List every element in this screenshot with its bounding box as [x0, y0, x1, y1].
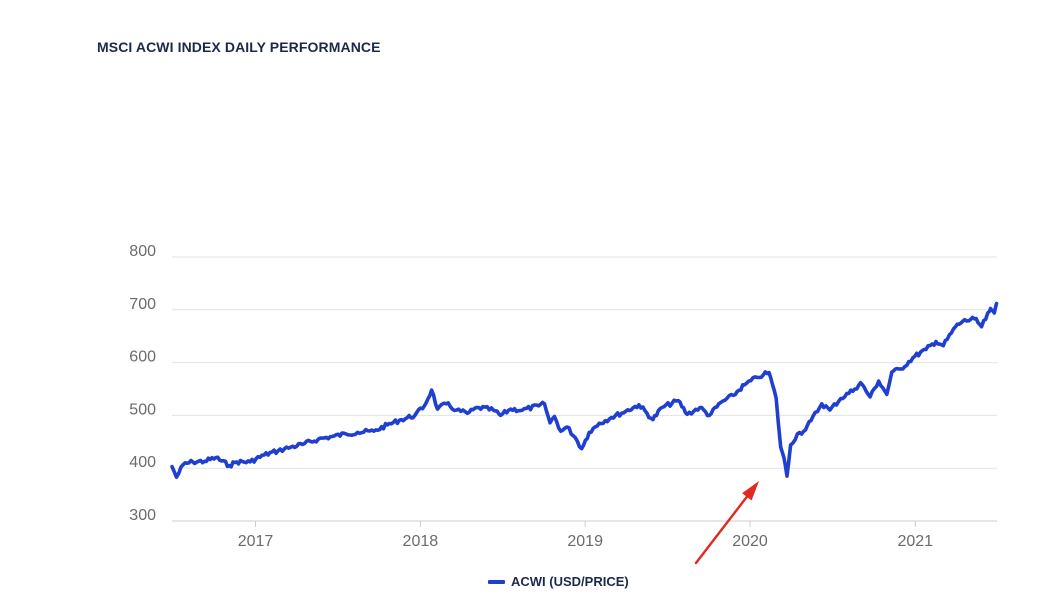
grid-lines — [172, 256, 997, 522]
x-axis-ticks: 2017 2018 2019 2020 2021 — [238, 521, 933, 550]
y-tick-label: 500 — [129, 401, 156, 418]
legend-label: ACWI (USD/PRICE) — [511, 574, 629, 589]
annotation-arrow-head — [742, 481, 759, 501]
y-tick-label: 400 — [129, 454, 156, 471]
chart-title: MSCI ACWI INDEX DAILY PERFORMANCE — [97, 39, 381, 55]
y-axis-ticks: 300 400 500 600 700 800 — [129, 243, 156, 524]
x-tick-label: 2017 — [238, 533, 274, 550]
legend[interactable]: ACWI (USD/PRICE) — [488, 574, 629, 589]
y-tick-label: 600 — [129, 349, 156, 366]
x-tick-label: 2020 — [732, 533, 768, 550]
y-tick-label: 700 — [129, 296, 156, 313]
series-layer — [170, 301, 999, 479]
annotation-arrow-shaft — [694, 495, 749, 565]
legend-swatch — [488, 579, 505, 584]
y-tick-label: 800 — [129, 243, 156, 260]
x-tick-label: 2018 — [403, 533, 439, 550]
x-tick-label: 2021 — [897, 533, 933, 550]
y-tick-label: 300 — [129, 507, 156, 524]
x-tick-label: 2019 — [567, 533, 603, 550]
series-line-acwi — [170, 301, 999, 479]
annotation-layer — [694, 481, 759, 565]
